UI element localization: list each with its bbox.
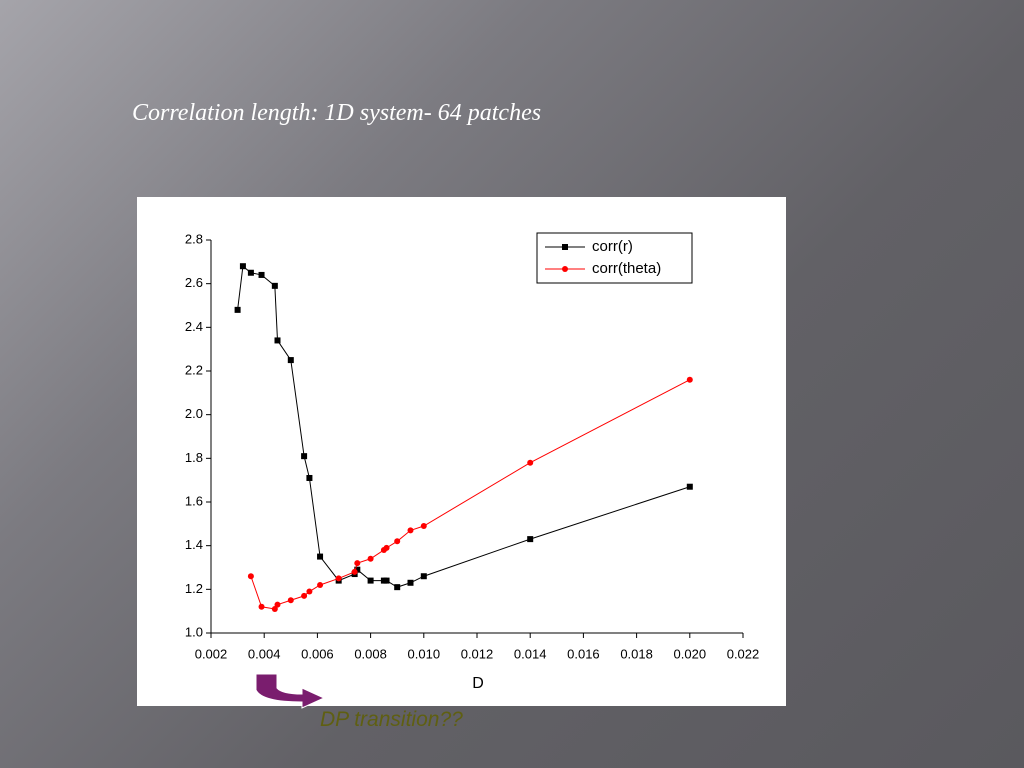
y-tick-label: 2.8 (185, 231, 203, 246)
y-tick-label: 1.6 (185, 493, 203, 508)
annotation: DP transition?? (320, 708, 463, 731)
slide-title: Correlation length: 1D system- 64 patche… (132, 100, 542, 126)
point (287, 357, 294, 364)
point (394, 584, 401, 591)
x-tick-label: 0.004 (248, 646, 281, 661)
x-tick-label: 0.018 (620, 646, 653, 661)
point (383, 544, 390, 551)
point (367, 577, 374, 584)
point (420, 523, 427, 530)
point (354, 566, 361, 573)
legend-marker (562, 244, 568, 250)
point (317, 553, 324, 560)
y-tick-label: 2.4 (185, 319, 203, 334)
point (335, 575, 342, 582)
legend-marker (562, 266, 568, 272)
y-tick-label: 2.0 (185, 406, 203, 421)
legend-label: corr(theta) (592, 260, 661, 277)
point (258, 271, 265, 278)
point (287, 597, 294, 604)
point (247, 269, 254, 276)
point (527, 536, 534, 543)
point (247, 573, 254, 580)
point (394, 538, 401, 545)
point (234, 306, 241, 313)
series-line (250, 379, 691, 610)
x-axis-label: D (472, 675, 484, 692)
point (354, 560, 361, 567)
x-tick-label: 0.002 (195, 646, 228, 661)
x-tick-label: 0.022 (727, 646, 760, 661)
x-tick-label: 0.010 (408, 646, 441, 661)
point (686, 483, 693, 490)
y-tick-label: 2.6 (185, 275, 203, 290)
point (239, 263, 246, 270)
y-tick-label: 1.4 (185, 537, 203, 552)
legend-box (536, 232, 693, 284)
y-tick-label: 2.2 (185, 362, 203, 377)
x-tick-label: 0.012 (461, 646, 494, 661)
y-tick-label: 1.2 (185, 581, 203, 596)
x-tick-label: 0.014 (514, 646, 547, 661)
point (351, 568, 358, 575)
point (407, 527, 414, 534)
point (306, 474, 313, 481)
point (271, 605, 278, 612)
point (420, 573, 427, 580)
point (367, 555, 374, 562)
point (317, 581, 324, 588)
point (306, 588, 313, 595)
x-tick-label: 0.008 (354, 646, 387, 661)
x-tick-label: 0.006 (301, 646, 334, 661)
point (383, 577, 390, 584)
point (686, 376, 693, 383)
x-tick-label: 0.016 (567, 646, 600, 661)
point (271, 282, 278, 289)
x-tick-label: 0.020 (674, 646, 707, 661)
series-line (237, 265, 690, 588)
point (274, 337, 281, 344)
arrow (255, 673, 326, 709)
y-tick-label: 1.8 (185, 450, 203, 465)
legend-label: corr(r) (592, 238, 633, 255)
point (301, 453, 308, 460)
y-tick-label: 1.0 (185, 624, 203, 639)
point (301, 592, 308, 599)
point (407, 579, 414, 586)
point (274, 601, 281, 608)
point (527, 459, 534, 466)
point (258, 603, 265, 610)
